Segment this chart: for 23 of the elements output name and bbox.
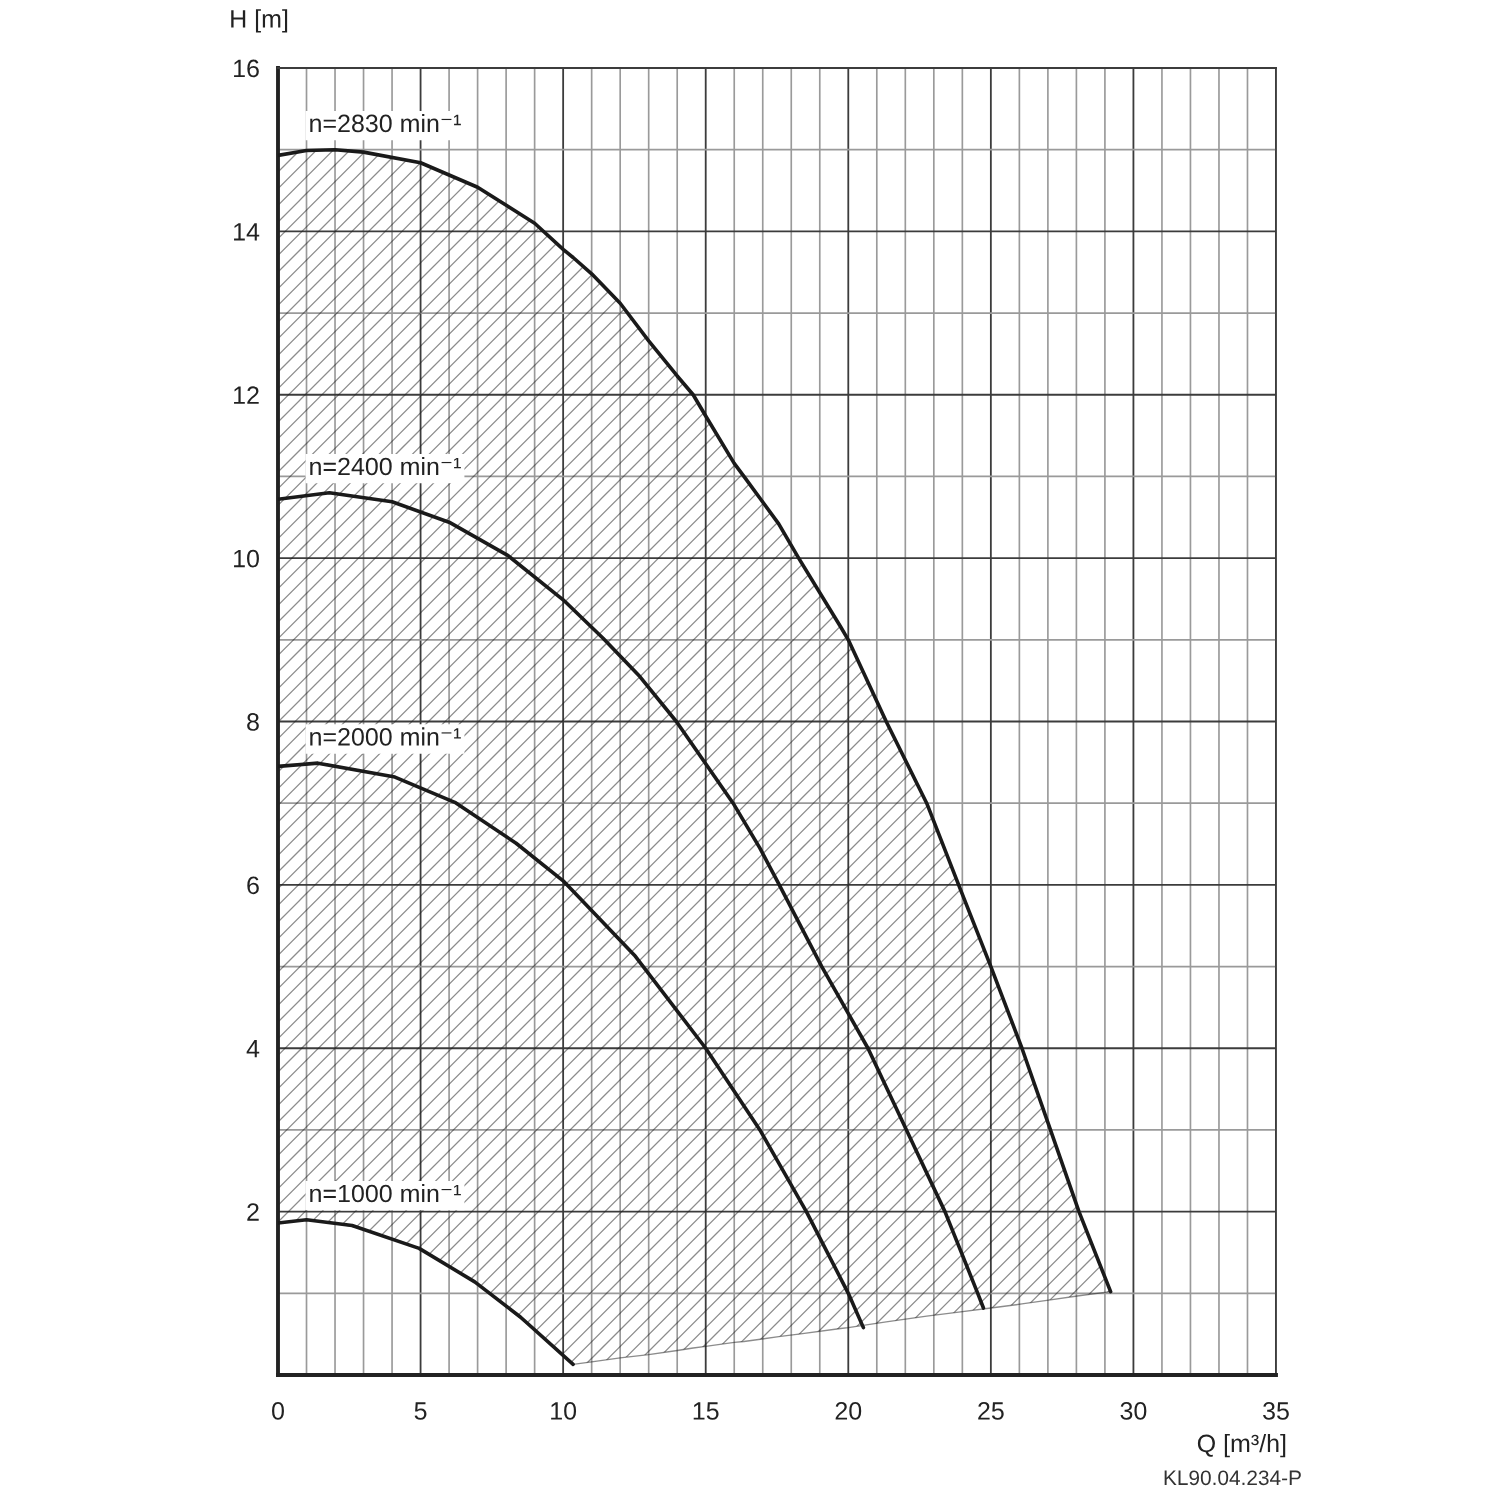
x-tick-label: 0 (272, 1402, 284, 1420)
x-tick-label: 10 (551, 1402, 577, 1420)
x-tick-label: 35 (1263, 1402, 1289, 1420)
x-axis-title: Q [m³/h] (1197, 1433, 1286, 1458)
y-tick-label: 8 (247, 713, 259, 731)
y-tick-label: 4 (246, 1040, 260, 1058)
y-axis-title: H [m] (231, 9, 288, 33)
series-label: n=2830 min⁻¹ (310, 113, 461, 133)
y-tick-label: 6 (247, 876, 259, 895)
y-tick-label: 14 (234, 223, 260, 241)
x-tick-label: 30 (1120, 1402, 1147, 1420)
y-tick-label: 2 (247, 1203, 259, 1221)
y-tick-label: 16 (234, 59, 259, 78)
x-tick-label: 20 (835, 1402, 862, 1420)
x-tick-label: 25 (978, 1402, 1004, 1420)
y-tick-label: 12 (234, 386, 259, 404)
series-label: n=2400 min⁻¹ (310, 456, 461, 476)
series-label: n=2000 min⁻¹ (310, 727, 461, 746)
x-tick-label: 15 (693, 1402, 719, 1420)
y-tick-label: 10 (234, 549, 259, 568)
x-tick-label: 5 (414, 1402, 427, 1420)
text: KL90.04.234-P (1164, 1470, 1301, 1486)
series-label: n=1000 min⁻¹ (310, 1183, 461, 1203)
